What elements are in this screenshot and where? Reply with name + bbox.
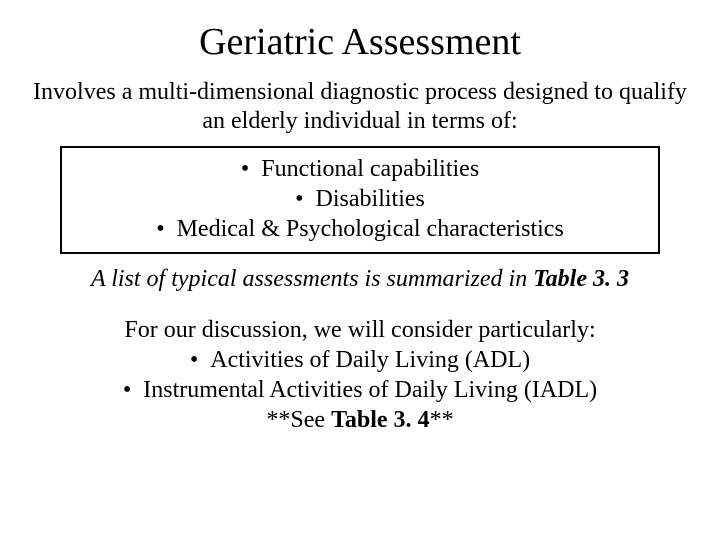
discussion-lead: For our discussion, we will consider par… [30, 315, 690, 345]
box-item-label: Disabilities [316, 186, 425, 212]
see-table-line: **See Table 3. 4** [30, 405, 690, 435]
box-item: • Medical & Psychological characteristic… [72, 214, 648, 244]
slide: Geriatric Assessment Involves a multi-di… [0, 0, 720, 540]
discussion-block: For our discussion, we will consider par… [30, 315, 690, 435]
summary-ref: Table 3. 3 [533, 266, 629, 292]
discussion-item-label: Activities of Daily Living (ADL) [210, 347, 530, 373]
box-item: • Functional capabilities [72, 154, 648, 184]
discussion-item: • Instrumental Activities of Daily Livin… [30, 375, 690, 405]
see-after: ** [430, 407, 454, 433]
discussion-item: • Activities of Daily Living (ADL) [30, 345, 690, 375]
box-item-label: Medical & Psychological characteristics [177, 216, 564, 242]
capabilities-box: • Functional capabilities • Disabilities… [60, 146, 660, 254]
box-item-label: Functional capabilities [261, 156, 479, 182]
box-item: • Disabilities [72, 184, 648, 214]
summary-text: A list of typical assessments is summari… [30, 266, 690, 293]
intro-text: Involves a multi-dimensional diagnostic … [30, 78, 690, 136]
summary-before: A list of typical assessments is summari… [91, 266, 533, 292]
see-ref: Table 3. 4 [331, 407, 429, 433]
discussion-item-label: Instrumental Activities of Daily Living … [143, 377, 597, 403]
slide-title: Geriatric Assessment [30, 20, 690, 64]
see-before: **See [266, 407, 331, 433]
